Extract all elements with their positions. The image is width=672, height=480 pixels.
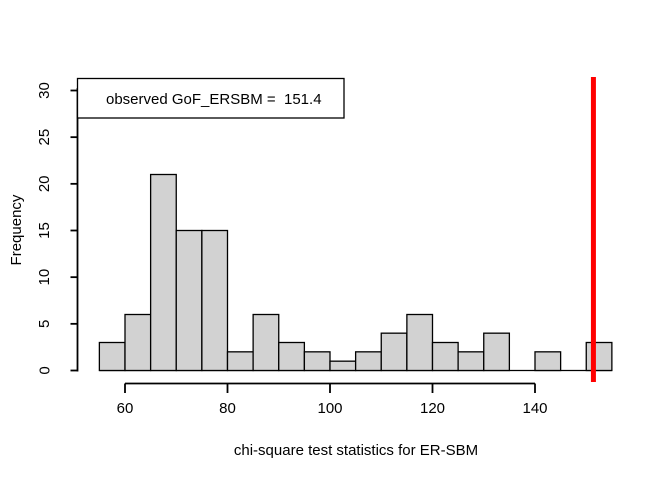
x-tick-label: 100 <box>317 400 342 417</box>
histogram-bar <box>278 341 306 372</box>
histogram-bar <box>354 351 382 372</box>
histogram-bar <box>329 360 357 372</box>
y-tick-label: 5 <box>36 320 53 328</box>
histogram-bar <box>175 229 203 372</box>
y-tick-label: 25 <box>36 129 53 146</box>
x-axis-title: chi-square test statistics for ER-SBM <box>234 442 478 459</box>
histogram-bar <box>406 313 434 372</box>
x-tick-label: 80 <box>219 400 236 417</box>
legend-label: observed GoF_ERSBM = 151.4 <box>106 91 322 108</box>
x-tick-label: 140 <box>522 400 547 417</box>
y-tick-label: 0 <box>36 366 53 374</box>
histogram-bar <box>303 351 331 372</box>
y-tick-label: 20 <box>36 175 53 192</box>
y-axis-title: Frequency <box>8 194 25 265</box>
y-tick-label: 10 <box>36 269 53 286</box>
histogram-bar <box>98 341 126 372</box>
legend: observed GoF_ERSBM = 151.4 <box>76 77 345 119</box>
histogram-bar <box>431 341 459 372</box>
histogram-bar <box>483 332 511 372</box>
histogram-bar <box>124 313 152 372</box>
histogram-bar <box>149 173 177 372</box>
histogram-bar <box>534 351 562 372</box>
histogram-bar <box>252 313 280 372</box>
histogram-bar <box>201 229 229 372</box>
x-tick-label: 120 <box>420 400 445 417</box>
histogram-bar <box>457 351 485 372</box>
histogram-bar <box>380 332 408 372</box>
x-tick-label: 60 <box>117 400 134 417</box>
y-tick-label: 30 <box>36 82 53 99</box>
axes-layer: 0 5 10 15 20 25 30 60 80 100 120 140 <box>36 82 547 417</box>
histogram-bar <box>226 351 254 372</box>
legend-box <box>76 77 345 119</box>
bars-layer <box>98 173 613 372</box>
histogram-bar <box>585 341 613 372</box>
y-tick-label: 15 <box>36 222 53 239</box>
